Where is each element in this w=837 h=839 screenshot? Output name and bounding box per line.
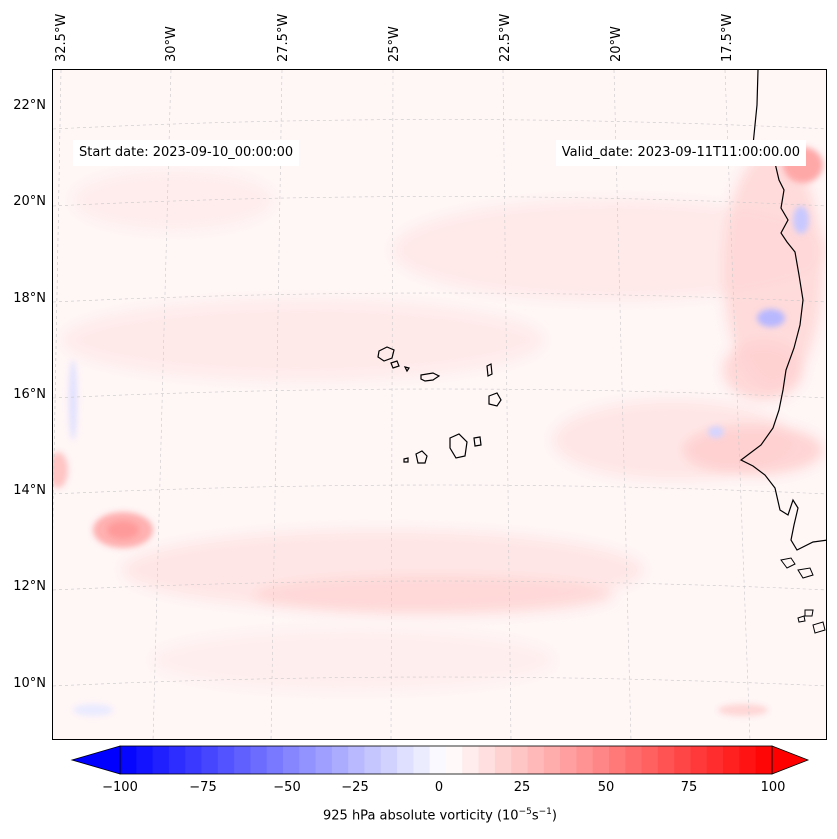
colorbar-segment [429, 746, 447, 774]
colorbar-segment [120, 746, 137, 774]
colorbar-segment [331, 746, 349, 774]
colorbar-segment [592, 746, 610, 774]
colorbar-segment [185, 746, 202, 774]
colorbar-segment [657, 746, 675, 774]
colorbar-segment [413, 746, 431, 774]
colorbar-segment [364, 746, 382, 774]
lat-label-22n: 22°N [13, 98, 46, 113]
colorbar-segment [609, 746, 626, 774]
colorbar-segment [690, 746, 708, 774]
colorbar-tick-neg75: −75 [189, 780, 217, 795]
lat-label-20n: 20°N [13, 194, 46, 209]
colorbar-segment [217, 746, 235, 774]
africa-coastline [739, 70, 826, 551]
colorbar-segment [168, 746, 186, 774]
colorbar-segment [299, 746, 317, 774]
lon-label-25w: 25°W [387, 26, 402, 62]
colorbar-tick-50: 50 [597, 780, 615, 795]
colorbar-tick-neg50: −50 [273, 780, 301, 795]
lat-label-10n: 10°N [13, 676, 46, 691]
colorbar-segment [527, 746, 545, 774]
colorbar-segment [462, 746, 480, 774]
lat-label-16n: 16°N [13, 387, 46, 402]
colorbar-segment [397, 746, 414, 774]
colorbar-segment [136, 746, 154, 774]
lon-label-22-5w: 22.5°W [498, 13, 513, 62]
colorbar-segment [348, 746, 365, 774]
colorbar-segment [641, 746, 659, 774]
colorbar-segment [625, 746, 643, 774]
colorbar-segment [576, 746, 594, 774]
colorbar-segment [315, 746, 333, 774]
colorbar-segment [250, 746, 268, 774]
colorbar [70, 745, 810, 775]
colorbar-segment [380, 746, 398, 774]
colorbar-segment [723, 746, 740, 774]
vorticity-map[interactable]: Start date: 2023-09-10_00:00:00 Valid_da… [52, 69, 827, 740]
colorbar-segments [120, 746, 773, 774]
colorbar-segment [511, 746, 528, 774]
colorbar-segment [560, 746, 577, 774]
bissagos-islands [780, 557, 826, 634]
cabo-verde-islands [377, 346, 502, 464]
colorbar-segment [543, 746, 561, 774]
lon-label-20w: 20°W [609, 26, 624, 62]
lon-label-17-5w: 17.5°W [720, 13, 735, 62]
colorbar-tick-100: 100 [760, 780, 786, 795]
colorbar-tick-neg25: −25 [341, 780, 369, 795]
lon-label-27-5w: 27.5°W [276, 13, 291, 62]
lat-label-12n: 12°N [13, 579, 46, 594]
colorbar-segment [494, 746, 512, 774]
colorbar-segment [446, 746, 463, 774]
valid-date-label: Valid_date: 2023-09-11T11:00:00.00 [555, 140, 806, 166]
colorbar-tick-neg100: −100 [102, 780, 138, 795]
colorbar-min-arrow [70, 745, 121, 775]
colorbar-segment [478, 746, 496, 774]
graticule [53, 70, 826, 739]
map-canvas [53, 70, 826, 739]
lat-label-18n: 18°N [13, 291, 46, 306]
colorbar-max-arrow [771, 745, 810, 775]
colorbar-segment [674, 746, 691, 774]
colorbar-segment [739, 746, 757, 774]
colorbar-tick-0: 0 [434, 780, 444, 795]
lon-label-32-5w: 32.5°W [54, 13, 69, 62]
colorbar-segment [152, 746, 170, 774]
colorbar-segment [755, 746, 773, 774]
colorbar-segment [266, 746, 284, 774]
colorbar-segment [234, 746, 251, 774]
colorbar-segment [283, 746, 300, 774]
lon-label-30w: 30°W [164, 26, 179, 62]
colorbar-tick-25: 25 [513, 780, 531, 795]
colorbar-segment [706, 746, 724, 774]
colorbar-segment [201, 746, 219, 774]
colorbar-tick-75: 75 [680, 780, 698, 795]
start-date-label: Start date: 2023-09-10_00:00:00 [73, 140, 300, 166]
colorbar-title: 925 hPa absolute vorticity (10−5s−1) [323, 807, 557, 824]
lat-label-14n: 14°N [13, 483, 46, 498]
